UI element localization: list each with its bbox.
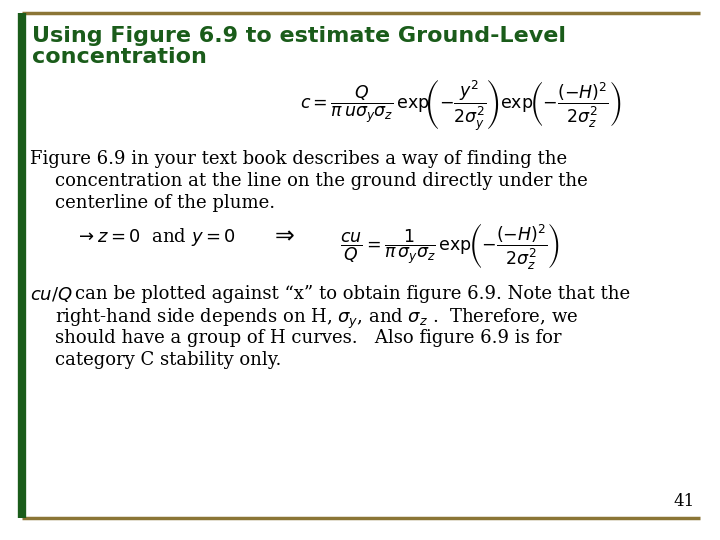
Text: should have a group of H curves.   Also figure 6.9 is for: should have a group of H curves. Also fi…: [55, 329, 562, 347]
Text: 41: 41: [674, 493, 695, 510]
Text: centerline of the plume.: centerline of the plume.: [55, 194, 275, 212]
Text: $\mathit{cu/Q}$: $\mathit{cu/Q}$: [30, 285, 73, 304]
Text: can be plotted against “x” to obtain figure 6.9. Note that the: can be plotted against “x” to obtain fig…: [75, 285, 630, 303]
Text: Using Figure 6.9 to estimate Ground-Level: Using Figure 6.9 to estimate Ground-Leve…: [32, 26, 566, 46]
Text: Figure 6.9 in your text book describes a way of finding the: Figure 6.9 in your text book describes a…: [30, 150, 567, 168]
Text: $\rightarrow z = 0$  and $y = 0$: $\rightarrow z = 0$ and $y = 0$: [75, 226, 236, 248]
Text: $\Rightarrow$: $\Rightarrow$: [270, 223, 295, 246]
Text: concentration: concentration: [32, 47, 207, 67]
Text: concentration at the line on the ground directly under the: concentration at the line on the ground …: [55, 172, 588, 190]
Text: right-hand side depends on H, $\sigma_y$, and $\sigma_z$ .  Therefore, we: right-hand side depends on H, $\sigma_y$…: [55, 307, 578, 331]
Text: $c = \dfrac{Q}{\pi\, u \sigma_y \sigma_z}\,\mathrm{exp}\!\left(-\dfrac{y^2}{2\si: $c = \dfrac{Q}{\pi\, u \sigma_y \sigma_z…: [300, 78, 621, 133]
Text: category C stability only.: category C stability only.: [55, 351, 282, 369]
Text: $\dfrac{cu}{Q} = \dfrac{1}{\pi\, \sigma_y \sigma_z}\,\mathrm{exp}\!\left(-\dfrac: $\dfrac{cu}{Q} = \dfrac{1}{\pi\, \sigma_…: [340, 221, 560, 271]
